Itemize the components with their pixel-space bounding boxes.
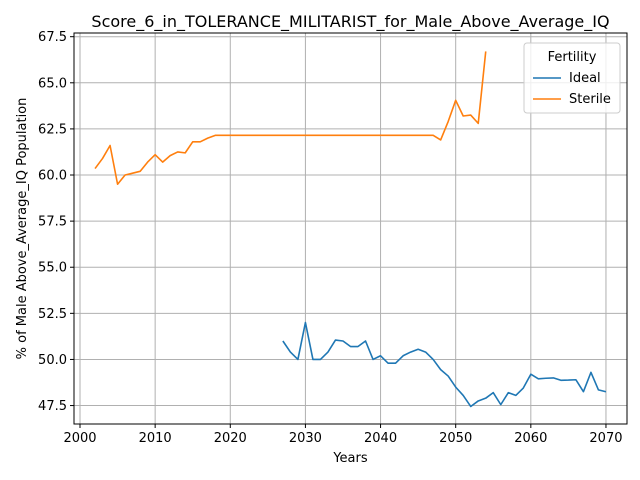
series-lines <box>94 51 607 408</box>
y-axis-title: % of Male Above_Average_IQ Population <box>15 98 30 360</box>
y-tick-label: 60.0 <box>38 169 67 184</box>
grid-lines <box>74 33 627 424</box>
x-tick-label: 2000 <box>63 431 96 446</box>
y-axis-ticks: 47.5 50.0 52.5 55.0 57.5 60.0 62.5 65.0 67.5 <box>38 30 74 414</box>
legend-label-ideal: Ideal <box>569 71 601 86</box>
x-axis-ticks: 2000 2010 2020 2030 2040 2050 2060 2070 <box>63 424 623 446</box>
x-tick-label: 2010 <box>139 431 172 446</box>
legend: Fertility Ideal Sterile <box>523 42 621 114</box>
y-tick-label: 67.5 <box>38 30 67 45</box>
x-tick-label: 2020 <box>214 431 247 446</box>
legend-label-sterile: Sterile <box>569 92 611 107</box>
x-tick-label: 2030 <box>289 431 322 446</box>
x-tick-label: 2060 <box>514 431 547 446</box>
series-line-sterile <box>94 51 487 186</box>
chart-title: Score_6_in_TOLERANCE_MILITARIST_for_Male… <box>91 12 609 32</box>
x-tick-label: 2070 <box>589 431 622 446</box>
y-tick-label: 62.5 <box>38 122 67 137</box>
plot-frame <box>73 32 628 425</box>
x-tick-label: 2040 <box>364 431 397 446</box>
y-tick-label: 65.0 <box>38 76 67 91</box>
legend-items: Ideal Sterile <box>533 71 611 107</box>
y-tick-label: 52.5 <box>38 307 67 322</box>
y-tick-label: 55.0 <box>38 261 67 276</box>
x-axis-title: Years <box>332 451 368 466</box>
series-line-ideal <box>282 321 607 408</box>
y-tick-label: 50.0 <box>38 353 67 368</box>
y-tick-label: 57.5 <box>38 215 67 230</box>
legend-box <box>523 42 621 114</box>
legend-title: Fertility <box>548 50 597 65</box>
x-tick-label: 2050 <box>439 431 472 446</box>
y-tick-label: 47.5 <box>38 399 67 414</box>
